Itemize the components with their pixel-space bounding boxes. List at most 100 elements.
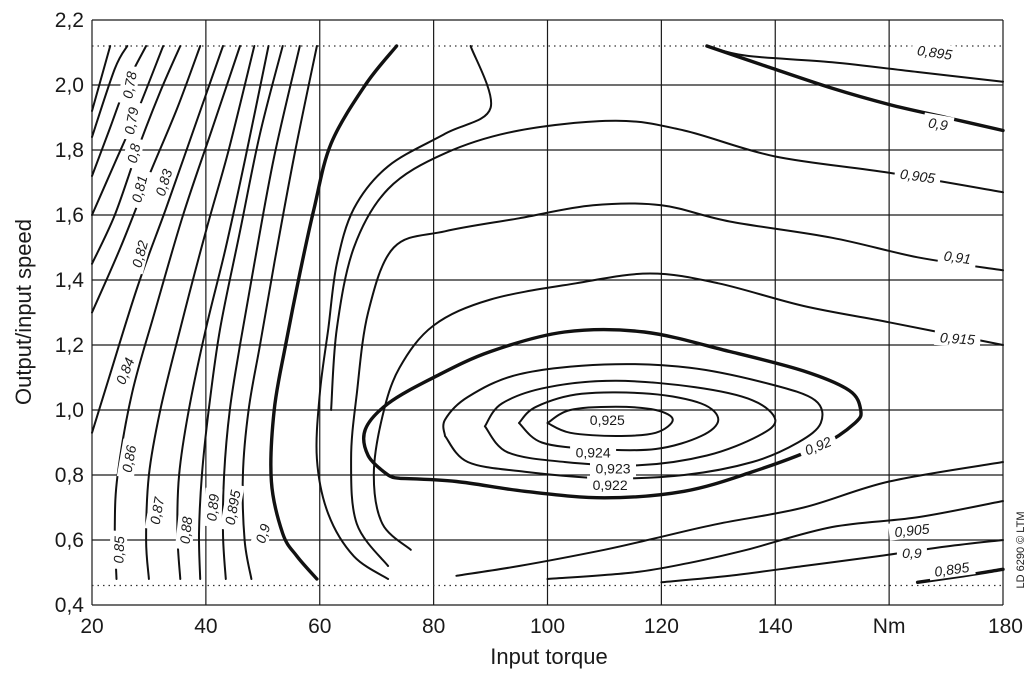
contour-label-background (797, 430, 839, 461)
contour-label: 0,9 (252, 522, 273, 546)
y-tick-label: 0,8 (55, 464, 84, 487)
x-axis-title: Input torque (490, 644, 607, 669)
contour-label: 0,925 (590, 412, 625, 428)
contour-label: 0,83 (152, 167, 175, 198)
contour-label: 0,86 (119, 444, 140, 474)
contour-label-background (937, 245, 978, 268)
y-tick-label: 1,4 (55, 269, 85, 292)
contour-0-895 (241, 45, 318, 580)
contour-label-background (125, 168, 152, 210)
contour-label-background (927, 557, 976, 581)
credit-text: LD 6290 © LTM (1015, 512, 1026, 589)
contour-0-905-left (315, 45, 493, 580)
contour-label: 0,91 (943, 247, 972, 267)
contour-lines (91, 44, 1005, 584)
contour-0-915 (372, 272, 1004, 551)
x-tick-label: 80 (422, 615, 445, 638)
contour-label-background (893, 163, 942, 188)
contour-label: 0,895 (222, 489, 244, 526)
contour-0-79 (91, 45, 129, 138)
contour-label-group: 0,79 (119, 100, 143, 141)
contour-label-group: 0,85 (109, 530, 128, 570)
contour-labels: 0,78 0,79 0,8 0,81 0,83 0,82 0,84 0,86 0,87 0,85 0… (109, 40, 981, 581)
y-tick-label: 2,0 (55, 74, 84, 97)
contour-label-group: 0,8 (121, 136, 145, 170)
contour-label-group: 0,905 (888, 518, 936, 541)
contour-label-background (896, 544, 927, 561)
contour-0-895-low (915, 567, 1005, 584)
contour-label-group: 0,9 (896, 544, 927, 561)
contour-label-group: 0,82 (126, 233, 153, 275)
y-tick-label: 1,2 (55, 334, 84, 357)
contour-label-group: 0,86 (116, 438, 141, 479)
contour-label: 0,905 (899, 166, 936, 187)
contour-0-84 (91, 45, 224, 434)
contour-label-background (249, 516, 276, 551)
contour-label: 0,923 (595, 461, 630, 477)
contour-label-group: 0,89 (201, 487, 223, 528)
contour-label-background (149, 161, 177, 204)
contour-label-group: 0,895 (927, 557, 976, 581)
x-tick-label: 100 (530, 615, 565, 638)
contour-label-background (584, 410, 631, 428)
contour-label-background (174, 510, 196, 551)
contour-0-923 (483, 379, 777, 467)
contour-label-background (109, 350, 140, 392)
contour-label-background (921, 112, 955, 135)
contour-label-group: 0,895 (910, 40, 959, 64)
y-tick-label: 2,2 (55, 9, 84, 32)
contour-label: 0,85 (110, 536, 127, 564)
y-tick-label: 1,8 (55, 139, 84, 162)
contour-label-background (116, 438, 141, 479)
contour-label-background (119, 100, 143, 141)
contour-0-87 (176, 45, 270, 580)
contour-0-925 (546, 405, 674, 437)
contour-label-group: 0,9 (249, 516, 276, 551)
contour-label-background (570, 443, 617, 461)
contour-label-group: 0,88 (174, 510, 196, 551)
x-tick-label: 40 (194, 615, 217, 638)
contour-label-background (219, 483, 245, 532)
contour-label-group: 0,895 (219, 483, 245, 532)
contour-label: 0,87 (147, 495, 168, 526)
contour-label-group: 0,923 (590, 459, 636, 477)
contour-0-9-left (269, 44, 399, 581)
contour-0-922 (442, 363, 824, 480)
contour-label-group: 0,915 (933, 327, 981, 349)
contour-0-91 (350, 202, 1004, 567)
y-tick-label: 1,6 (55, 204, 84, 227)
contour-label-group: 0,924 (570, 443, 617, 461)
x-tick-label: 140 (758, 615, 793, 638)
x-tick-label: 20 (80, 615, 103, 638)
contour-label-background (144, 490, 169, 531)
contour-0-9-low (660, 539, 1004, 584)
contour-label-group: 0,78 (117, 64, 141, 106)
contour-label: 0,895 (933, 559, 970, 580)
data-limit-lines (92, 45, 1003, 587)
contour-label-background (933, 327, 981, 349)
contour-label: 0,9 (902, 545, 922, 561)
contour-label-group: 0,91 (937, 245, 978, 268)
contour-label-background (888, 518, 936, 541)
x-tick-label: 120 (644, 615, 679, 638)
contour-label-group: 0,922 (587, 475, 634, 493)
contour-label: 0,89 (203, 493, 222, 522)
x-tick-label: Nm (873, 615, 906, 638)
x-tick-label: 60 (308, 615, 331, 638)
contour-label-group: 0,925 (584, 410, 631, 428)
contour-label-group: 0,84 (109, 350, 140, 392)
contour-label-group: 0,905 (893, 163, 942, 188)
contour-label: 0,82 (129, 239, 152, 270)
contour-0-905-low (546, 500, 1004, 580)
contour-0-905-top (330, 119, 1004, 411)
contour-0-92 (362, 327, 863, 500)
contour-label: 0,915 (939, 329, 975, 347)
contour-0-895-top (705, 45, 1004, 83)
y-axis-title: Output/input speed (11, 219, 36, 405)
y-tick-label: 0,6 (55, 529, 84, 552)
contour-label-group: 0,87 (144, 490, 169, 531)
contour-label-background (109, 530, 128, 570)
contour-label-background (201, 487, 223, 528)
contour-0-8 (91, 45, 148, 177)
